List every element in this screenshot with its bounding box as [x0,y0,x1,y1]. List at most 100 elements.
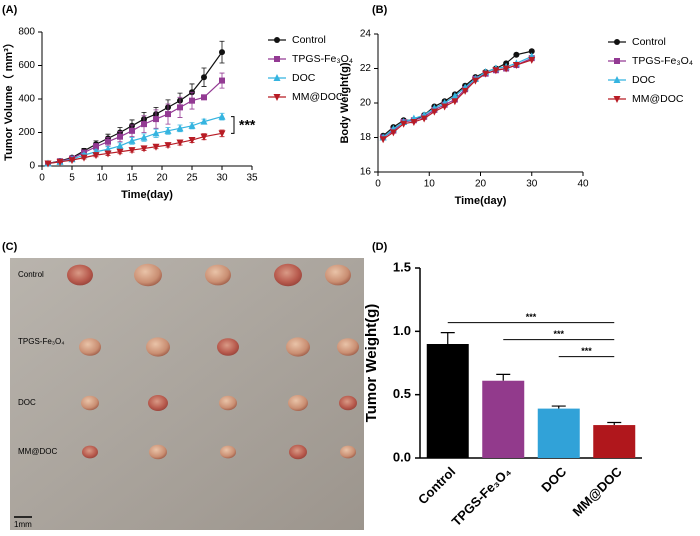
series-line [47,51,223,165]
tumor [337,338,359,356]
marker [68,157,76,165]
marker [128,147,136,155]
marker [528,48,535,55]
x-axis-title: Time(day) [455,195,507,207]
series [379,56,536,144]
marker [93,143,99,150]
y-axis-title: Body Weight(g) [339,62,351,143]
scale-label: 1mm [14,520,32,529]
x-tick-label: 10 [96,173,108,184]
y-axis-title: Tumor Volume（ mm³） [2,37,15,161]
tumor [134,263,162,287]
bracket [231,116,235,134]
panel-label: (B) [372,4,388,16]
comparison-label: *** [581,346,592,356]
tumor [219,395,237,411]
legend-marker [274,56,280,62]
marker [176,139,184,147]
tumor [325,264,351,286]
y-tick-label: 1.5 [393,259,411,274]
x-tick-label: TPGS-Fe₃O₄ [449,464,514,529]
y-tick-label: 200 [18,127,35,138]
tumor [82,445,98,459]
marker [379,136,387,144]
series [44,129,226,168]
tumor [79,338,101,356]
marker [451,98,459,106]
marker [528,56,536,64]
y-tick-label: 400 [18,94,35,105]
legend-marker [614,39,620,45]
marker [430,108,438,116]
photo [10,258,364,530]
bar [482,380,525,458]
marker [218,112,226,120]
x-tick-label: MM@DOC [569,464,625,520]
tumor [220,445,236,459]
series-line [47,80,223,165]
legend-marker [273,94,281,101]
y-tick-label: 800 [18,27,35,38]
tumor [340,445,356,459]
marker [117,133,123,140]
annotation: *** [239,117,256,133]
marker [105,138,111,145]
comparison-label: *** [526,312,537,322]
tumor [274,263,302,287]
marker [116,141,124,149]
legend-marker [613,76,621,83]
row-label: Control [18,270,44,279]
x-tick-label: 0 [375,179,381,190]
error-bar [496,373,511,381]
tumor [286,337,310,357]
marker [502,65,510,73]
legend-label: DOC [632,74,656,86]
panel-label: (A) [2,4,18,16]
marker [201,74,207,81]
marker [165,111,171,118]
marker [80,154,88,162]
y-tick-label: 1.0 [393,323,411,338]
tumor [289,444,307,460]
tumor [148,395,168,411]
panel-label: (D) [372,241,388,253]
row-label: DOC [18,398,36,407]
bar [593,425,636,458]
x-tick-label: 15 [126,173,138,184]
legend-label: Control [632,36,666,48]
tumor [339,395,357,411]
legend-label: Control [292,34,326,46]
x-tick-label: 10 [424,179,436,190]
x-tick-label: 30 [526,179,538,190]
marker [200,133,208,141]
y-tick-label: 0 [29,161,35,172]
x-tick-label: 30 [216,173,228,184]
tumor [146,337,170,357]
bar [537,408,580,458]
marker [141,121,147,128]
y-tick-label: 20 [360,98,372,109]
marker [218,130,226,138]
marker [92,152,100,160]
marker [128,136,136,144]
marker [219,49,225,56]
marker [420,115,428,123]
x-tick-label: 5 [69,173,75,184]
y-tick-label: 24 [360,29,372,40]
marker [512,62,520,70]
tumor [217,338,239,356]
marker [188,137,196,145]
y-tick-label: 18 [360,132,372,143]
marker [152,143,160,151]
panel-label: (C) [2,241,18,253]
tumor [205,264,231,286]
legend-label: TPGS-Fe₃O₄ [632,55,693,67]
marker [116,148,124,156]
x-tick-label: Control [415,464,458,507]
series [45,72,225,167]
error-bar [551,405,566,409]
legend-label: TPGS-Fe₃O₄ [292,53,353,65]
marker [152,129,160,137]
row-label: MM@DOC [18,447,57,456]
